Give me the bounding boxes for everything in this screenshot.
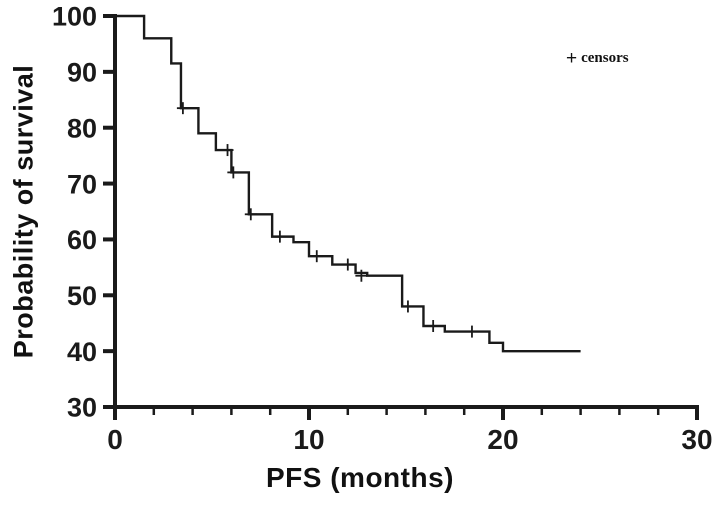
svg-text:90: 90 [67, 58, 97, 88]
legend: + censors [566, 47, 629, 69]
svg-text:0: 0 [107, 424, 123, 455]
censor-marker-icon: + [566, 47, 578, 69]
svg-text:30: 30 [681, 424, 712, 455]
svg-text:80: 80 [67, 113, 97, 143]
svg-text:20: 20 [487, 424, 518, 455]
svg-text:60: 60 [67, 225, 97, 255]
svg-text:40: 40 [67, 337, 97, 367]
x-axis-title: PFS (months) [266, 462, 454, 493]
svg-text:30: 30 [67, 393, 97, 423]
svg-text:10: 10 [293, 424, 324, 455]
svg-text:100: 100 [52, 2, 97, 32]
svg-text:70: 70 [67, 169, 97, 199]
y-axis-title: Probability of survival [8, 64, 39, 359]
legend-label: censors [581, 50, 629, 66]
svg-text:50: 50 [67, 281, 97, 311]
